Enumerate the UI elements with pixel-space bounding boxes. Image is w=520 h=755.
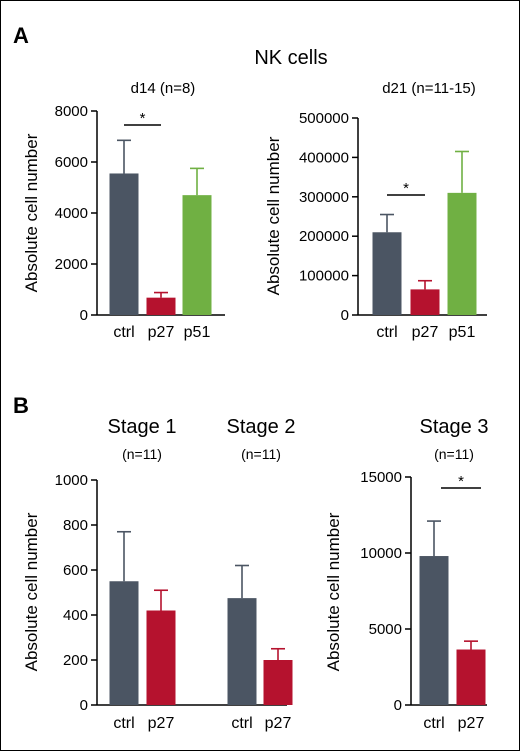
y-tick-label: 0 (394, 697, 402, 714)
group-title: Stage 1 (108, 416, 177, 438)
significance-star: * (403, 180, 409, 197)
bar-ctrl (109, 581, 139, 705)
group-n-label: (n=11) (122, 446, 162, 462)
y-tick-label: 10000 (360, 545, 402, 562)
y-tick-label: 400 (63, 607, 88, 624)
y-axis-label: Absolute cell number (22, 133, 41, 292)
chart-d14: d14 (n=8) Absolute cell number 0 2000 4000 60… (22, 80, 225, 341)
category-label-p51: p51 (184, 324, 211, 341)
category-label-p27: p27 (148, 715, 175, 732)
chart-d21: d21 (n=11-15) Absolute cell number 0 100000… (264, 80, 487, 341)
category-label-p27: p27 (265, 715, 292, 732)
y-tick-label: 1000 (55, 472, 88, 489)
y-tick-label: 600 (63, 562, 88, 579)
category-label-ctrl: ctrl (231, 715, 252, 732)
category-label-ctrl: ctrl (376, 324, 397, 341)
bar-p27 (410, 289, 440, 315)
y-tick-label: 500000 (299, 110, 349, 127)
y-tick-label: 15000 (360, 469, 402, 486)
chart-title: d21 (n=11-15) (382, 80, 476, 97)
bar-ctrl (419, 556, 449, 705)
category-label-p27: p27 (458, 715, 485, 732)
y-tick-label: 200 (63, 652, 88, 669)
category-label-p51: p51 (449, 324, 476, 341)
y-tick-label: 4000 (55, 205, 88, 222)
y-tick-label: 300000 (299, 189, 349, 206)
y-tick-label: 8000 (55, 103, 88, 120)
y-tick-label: 0 (341, 307, 349, 324)
panel-a-title: NK cells (254, 47, 327, 69)
category-label-ctrl: ctrl (423, 715, 444, 732)
bar-p27 (456, 649, 486, 705)
bar-p27 (146, 297, 176, 315)
group-n-label: (n=11) (241, 446, 281, 462)
y-tick-label: 5000 (369, 621, 402, 638)
y-tick-label: 6000 (55, 154, 88, 171)
bar-p51 (182, 195, 212, 315)
bar-p51 (447, 192, 477, 315)
panel-letter-a: A (13, 23, 29, 48)
y-tick-label: 2000 (55, 256, 88, 273)
y-axis-label: Absolute cell number (264, 136, 283, 295)
chart-stage1-stage2: Stage 1 (n=11) Stage 2 (n=11) Absolute cell … (22, 416, 295, 732)
bar-ctrl (227, 598, 257, 705)
significance-star: * (140, 110, 146, 127)
bar-p27 (146, 610, 176, 705)
bar-ctrl (372, 232, 402, 315)
category-label-p27: p27 (412, 324, 439, 341)
category-label-ctrl: ctrl (113, 715, 134, 732)
y-tick-label: 0 (80, 307, 88, 324)
y-axis-label: Absolute cell number (324, 512, 343, 671)
bar-p27 (263, 660, 293, 705)
category-label-ctrl: ctrl (113, 324, 134, 341)
chart-n-label: (n=11) (434, 446, 474, 462)
chart-title: Stage 3 (420, 416, 489, 438)
panel-letter-b: B (13, 393, 29, 418)
y-tick-label: 800 (63, 517, 88, 534)
bar-ctrl (109, 173, 139, 315)
y-axis-label: Absolute cell number (22, 512, 41, 671)
group-title: Stage 2 (227, 416, 296, 438)
chart-title: d14 (n=8) (131, 80, 196, 97)
y-tick-label: 100000 (299, 268, 349, 285)
category-label-p27: p27 (148, 324, 175, 341)
y-tick-label: 400000 (299, 149, 349, 166)
significance-star: * (458, 473, 464, 490)
chart-stage3: Stage 3 (n=11) Absolute cell number 0 5000 10… (324, 416, 488, 732)
y-tick-label: 0 (80, 697, 88, 714)
y-tick-label: 200000 (299, 228, 349, 245)
